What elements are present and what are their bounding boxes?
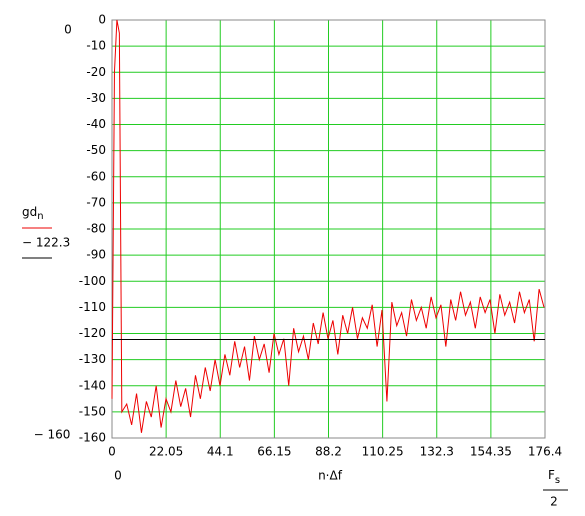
y-tick-label: -110 [79, 300, 106, 314]
y-tick-label: -100 [79, 274, 106, 288]
x-end-label: Fs [548, 468, 560, 487]
x-tick-label: 176.4 [528, 445, 562, 459]
x-end-sub: s [555, 475, 560, 486]
y-tick-label: -30 [86, 91, 106, 105]
x-tick-label: 66.15 [257, 445, 291, 459]
y-tick-label: -80 [86, 222, 106, 236]
x-tick-label: 154.35 [470, 445, 512, 459]
y-tick-label: -50 [86, 143, 106, 157]
ymax-label: 0 [64, 23, 72, 37]
y-tick-label: -140 [79, 378, 106, 392]
data-line [111, 19, 545, 433]
plot-frame [111, 19, 546, 439]
y-tick-label: -20 [86, 65, 106, 79]
y-tick-label: -10 [86, 39, 106, 53]
x-tick-label: 132.3 [420, 445, 454, 459]
x-tick-label: 88.2 [315, 445, 342, 459]
x-end-denominator: 2 [550, 495, 558, 509]
x-label: n·Δf [318, 469, 343, 483]
threshold-label: − 122.3 [22, 236, 70, 250]
x-tick-label: 22.05 [149, 445, 183, 459]
y-tick-label: -40 [86, 117, 106, 131]
y-tick-label: -130 [79, 352, 106, 366]
x-end-name: F [548, 468, 555, 482]
y-label-sub: n [37, 211, 43, 222]
y-tick-label: -90 [86, 248, 106, 262]
y-tick-label: -160 [79, 431, 106, 445]
y-tick-label: 0 [98, 13, 106, 27]
x-tick-label: 0 [108, 445, 116, 459]
ymin-label: − 160 [34, 428, 71, 442]
y-label: gdn [22, 205, 44, 223]
x-tick-label: 110.25 [362, 445, 404, 459]
y-tick-label: -70 [86, 195, 106, 209]
y-tick-label: -150 [79, 404, 106, 418]
y-label-name: gd [22, 205, 37, 219]
y-tick-label: -120 [79, 326, 106, 340]
xmin-label: 0 [114, 469, 122, 483]
x-tick-label: 44.1 [207, 445, 234, 459]
y-tick-label: -60 [86, 169, 106, 183]
